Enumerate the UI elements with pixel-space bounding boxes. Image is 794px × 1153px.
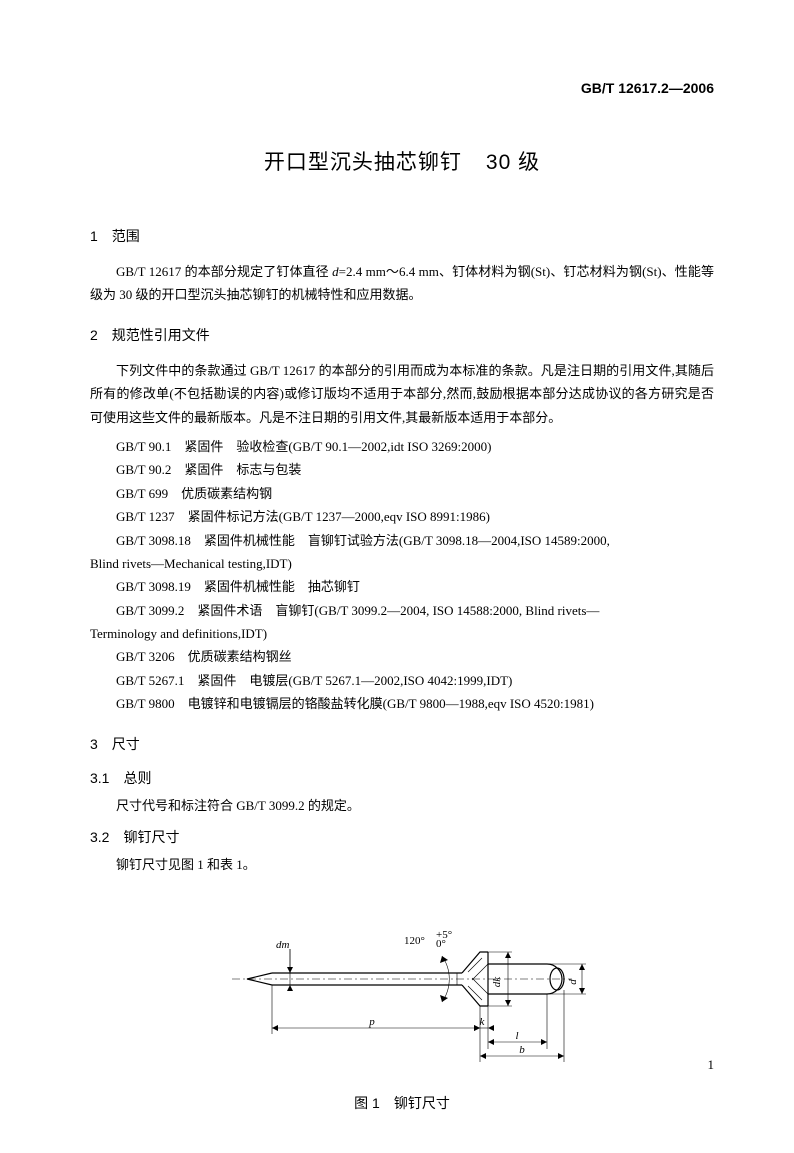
section-1-body: GB/T 12617 的本部分规定了钉体直径 d=2.4 mm～6.4 mm、钉… [90, 260, 714, 307]
ref-item: GB/T 3099.2 紧固件术语 盲铆钉(GB/T 3099.2—2004, … [90, 599, 714, 622]
section-2-intro: 下列文件中的条款通过 GB/T 12617 的本部分的引用而成为本标准的条款。凡… [90, 359, 714, 429]
page-title: 开口型沉头抽芯铆钉 30 级 [90, 146, 714, 176]
page-number: 1 [708, 1057, 715, 1073]
figure-d-label: d [567, 979, 579, 985]
section-3-2-body: 铆钉尺寸见图 1 和表 1。 [90, 853, 714, 876]
ref-item-cont: Blind rivets—Mechanical testing,IDT) [90, 552, 714, 575]
section-2-heading: 2 规范性引用文件 [90, 325, 714, 345]
figure-1: 120° +5° 0° dm dk [90, 894, 714, 1069]
section-3-2-heading: 3.2 铆钉尺寸 [90, 827, 714, 847]
ref-item: GB/T 90.2 紧固件 标志与包装 [90, 458, 714, 481]
figure-k-label: k [480, 1016, 486, 1028]
figure-p-label: p [368, 1016, 375, 1028]
standard-code: GB/T 12617.2—2006 [90, 80, 714, 96]
ref-item: GB/T 699 优质碳素结构钢 [90, 482, 714, 505]
ref-item-cont: Terminology and definitions,IDT) [90, 622, 714, 645]
ref-item: GB/T 5267.1 紧固件 电镀层(GB/T 5267.1—2002,ISO… [90, 669, 714, 692]
figure-angle-label: 120° [404, 935, 425, 947]
ref-item: GB/T 3206 优质碳素结构钢丝 [90, 645, 714, 668]
figure-dm-label: dm [276, 939, 290, 951]
figure-1-caption: 图 1 铆钉尺寸 [90, 1093, 714, 1113]
figure-angle-tol-lower: 0° [436, 938, 446, 950]
title-grade: 30 级 [486, 151, 540, 174]
ref-item: GB/T 3098.18 紧固件机械性能 盲铆钉试验方法(GB/T 3098.1… [90, 529, 714, 552]
section-3-1-body: 尺寸代号和标注符合 GB/T 3099.2 的规定。 [90, 794, 714, 817]
title-main: 开口型沉头抽芯铆钉 [264, 151, 462, 174]
ref-item: GB/T 1237 紧固件标记方法(GB/T 1237—2000,eqv ISO… [90, 505, 714, 528]
rivet-diagram-svg: 120° +5° 0° dm dk [212, 894, 592, 1064]
section-3-1-heading: 3.1 总则 [90, 768, 714, 788]
figure-l-label: l [515, 1030, 518, 1042]
section-1-heading: 1 范围 [90, 226, 714, 246]
section-3-heading: 3 尺寸 [90, 734, 714, 754]
ref-item: GB/T 3098.19 紧固件机械性能 抽芯铆钉 [90, 575, 714, 598]
ref-item: GB/T 9800 电镀锌和电镀镉层的铬酸盐转化膜(GB/T 9800—1988… [90, 692, 714, 715]
s1-text-a: GB/T 12617 的本部分规定了钉体直径 [116, 264, 332, 279]
ref-item: GB/T 90.1 紧固件 验收检查(GB/T 90.1—2002,idt IS… [90, 435, 714, 458]
figure-b-label: b [519, 1044, 525, 1056]
reference-list: GB/T 90.1 紧固件 验收检查(GB/T 90.1—2002,idt IS… [90, 435, 714, 716]
figure-dk-label: dk [491, 976, 503, 988]
